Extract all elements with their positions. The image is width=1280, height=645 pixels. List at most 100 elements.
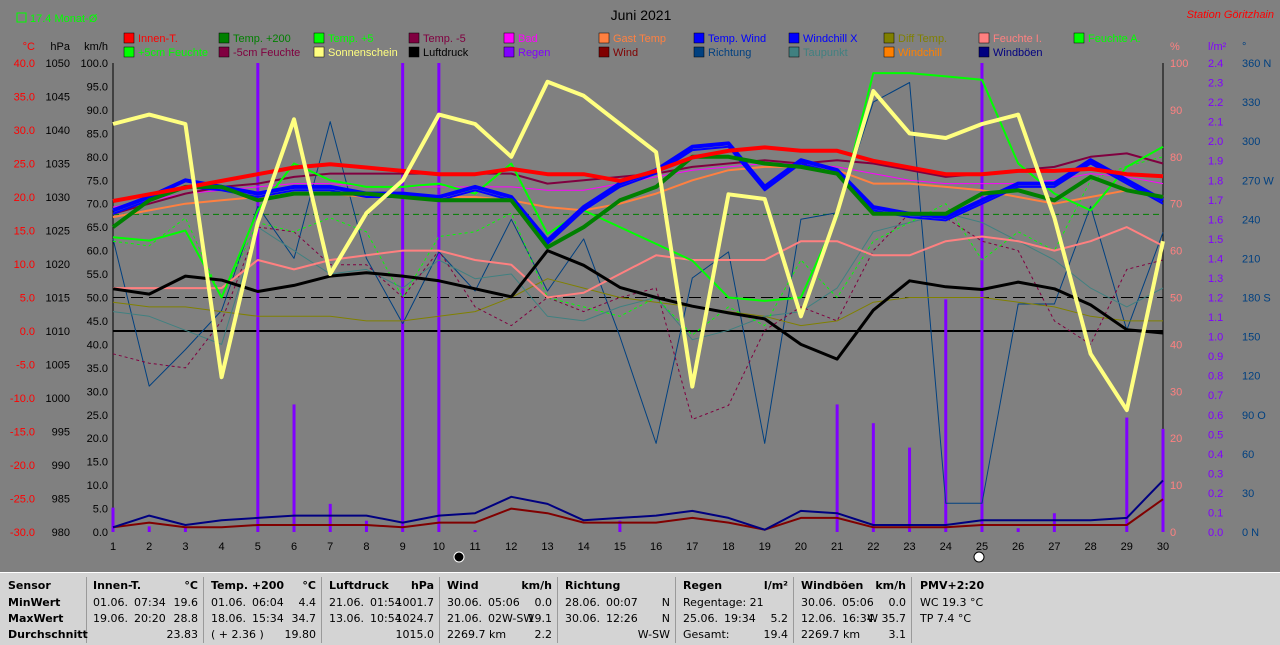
tick-label-speed: 5.0 <box>93 504 108 516</box>
bar-regen <box>147 526 151 532</box>
tick-label-day: 18 <box>722 541 734 553</box>
legend-swatch-5cm-feuchte <box>123 46 135 58</box>
tick-label-rain: 1.2 <box>1208 293 1223 305</box>
tick-label-rain: 1.3 <box>1208 273 1223 285</box>
tick-label-direction: 120 <box>1242 371 1260 383</box>
legend-label-regen: Regen <box>518 47 550 59</box>
series-line-temp-200 <box>111 154 1164 250</box>
tick-label-speed: 10.0 <box>87 480 108 492</box>
stats-luftdruck-unit: hPa <box>410 579 434 592</box>
legend-label-gast-temp: Gast Temp <box>613 33 666 45</box>
tick-label-speed: 35.0 <box>87 363 108 375</box>
series-line-feuchte-i <box>113 226 1164 299</box>
tick-label-day: 17 <box>686 541 698 553</box>
series-line-luftdruck <box>112 249 1164 361</box>
tick-label-rain: 0.7 <box>1208 390 1223 402</box>
tick-label-speed: 95.0 <box>87 81 108 93</box>
tick-label-rain: 0.0 <box>1208 527 1223 539</box>
tick-label-rain: 0.5 <box>1208 429 1223 441</box>
legend-label-windb-en: Windböen <box>993 47 1043 59</box>
station-name: Station Göritzhain <box>1187 9 1274 21</box>
stats-label-sensor: Sensor <box>8 579 51 592</box>
series-line-feuchte-a <box>112 156 1164 336</box>
tick-label-humidity: 70 <box>1170 199 1182 211</box>
tick-label-speed: 65.0 <box>87 222 108 234</box>
tick-label-direction: 90 O <box>1242 410 1266 422</box>
tick-label-day: 28 <box>1084 541 1096 553</box>
legend-label-5cm-feuchte: +5cm Feuchte <box>138 47 208 59</box>
legend-swatch-diff-temp <box>883 32 895 44</box>
stats-luftdruck-max-time: 10:54 <box>370 612 402 625</box>
tick-label-temp: -20.0 <box>10 460 35 472</box>
tick-label-temp: -10.0 <box>10 393 35 405</box>
bar-regen <box>835 404 839 532</box>
legend-swatch-sonnenschein <box>313 46 325 58</box>
stats-temp200-max-val: 34.7 <box>291 612 317 625</box>
tick-label-day: 13 <box>541 541 553 553</box>
stats-label-max: MaxWert <box>8 612 64 625</box>
tick-label-rain: 0.8 <box>1208 371 1223 383</box>
tick-label-speed: 60.0 <box>87 246 108 258</box>
tick-label-pressure: 1030 <box>46 192 70 204</box>
stats-wind-distance: 2269.7 km <box>447 628 507 641</box>
tick-label-humidity: 100 <box>1170 58 1188 70</box>
legend-swatch-innen-t <box>123 32 135 44</box>
stats-boeen: Windböen km/h 30.06. 05:06 0.0 12.06. 16… <box>794 577 912 643</box>
tick-label-rain: 2.3 <box>1208 78 1223 90</box>
legend-label-temp-wind: Temp. Wind <box>708 33 766 45</box>
tick-label-rain: 0.4 <box>1208 449 1223 461</box>
stats-innen-max-val: 28.8 <box>173 612 199 625</box>
legend-label-temp-5: Temp. -5 <box>423 33 466 45</box>
stats-temp200-min-date: 01.06. <box>211 596 246 609</box>
legend-swatch-windchill-x <box>788 32 800 44</box>
tick-label-humidity: 80 <box>1170 152 1182 164</box>
stats-innen-min-date: 01.06. <box>93 596 128 609</box>
tick-label-temp: 15.0 <box>14 226 35 238</box>
stats-boeen-min-val: 0.0 <box>888 596 907 609</box>
bar-regen <box>183 526 187 532</box>
series-line-diff-temp <box>112 278 1163 327</box>
tick-label-day: 23 <box>903 541 915 553</box>
legend-swatch-temp-5 <box>313 32 325 44</box>
stats-wind-min-time: 05:06 <box>488 596 520 609</box>
tick-label-day: 19 <box>759 541 771 553</box>
stats-regen-days: Regentage: 21 <box>683 596 764 609</box>
tick-label-humidity: 50 <box>1170 293 1182 305</box>
tick-label-speed: 40.0 <box>87 339 108 351</box>
tick-label-day: 1 <box>110 541 116 553</box>
tick-label-direction: 180 S <box>1242 293 1271 305</box>
stats-temp200-max-date: 18.06. <box>211 612 246 625</box>
legend-label-sonnenschein: Sonnenschein <box>328 47 398 59</box>
tick-label-pressure: 1010 <box>46 326 70 338</box>
tick-label-day: 25 <box>976 541 988 553</box>
tick-label-speed: 75.0 <box>87 175 108 187</box>
legend-swatch-temp-5 <box>408 32 420 44</box>
tick-label-day: 21 <box>831 541 843 553</box>
legend-label-diff-temp: Diff Temp. <box>898 33 947 45</box>
stats-temp200-min-val: 4.4 <box>298 596 317 609</box>
stats-luftdruck-min-time: 01:54 <box>370 596 402 609</box>
tick-label-pressure: 1020 <box>46 259 70 271</box>
stats-pmv: PMV+2:20 WC 19.3 °C TP 7.4 °C <box>912 577 1032 643</box>
tick-label-rain: 1.8 <box>1208 175 1223 187</box>
tick-label-rain: 1.4 <box>1208 253 1223 265</box>
tick-label-direction: 360 N <box>1242 58 1271 70</box>
stats-wind-avg: 2.2 <box>534 628 553 641</box>
stats-regen-max-time: 19:34 <box>724 612 756 625</box>
tick-label-temp: 35.0 <box>14 92 35 104</box>
bar-regen <box>364 520 368 532</box>
stats-temp200-max-time: 15:34 <box>252 612 284 625</box>
tick-label-speed: 0.0 <box>93 527 108 539</box>
avg-label: 17.4 Monat-Ø <box>30 13 98 25</box>
stats-richtung-max-val: N <box>661 612 670 625</box>
tick-label-temp: -5.0 <box>16 360 35 372</box>
legend-swatch-richtung <box>693 46 705 58</box>
legend-label-wind: Wind <box>613 47 638 59</box>
tick-label-temp: -25.0 <box>10 494 35 506</box>
legend-swatch-bad <box>503 32 515 44</box>
legend-swatch-5cm-feuchte <box>218 46 230 58</box>
legend-label-innen-t: Innen-T. <box>138 33 178 45</box>
bar-regen <box>944 299 948 532</box>
legend-label-temp-5: Temp. +5 <box>328 33 374 45</box>
stats-richtung-min-date: 28.06. <box>565 596 600 609</box>
